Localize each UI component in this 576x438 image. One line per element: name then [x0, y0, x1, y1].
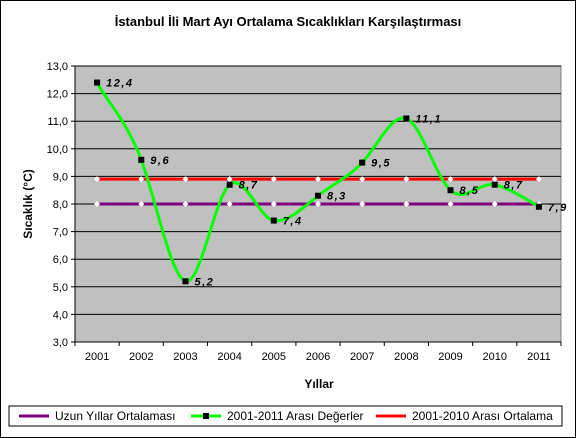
y-tick-label: 5,0	[53, 282, 68, 294]
y-tick-label: 7,0	[53, 227, 68, 239]
data-point	[359, 201, 366, 207]
data-point	[447, 201, 454, 207]
series-group	[94, 79, 542, 285]
x-tick-label: 2003	[173, 351, 197, 363]
data-point	[315, 176, 321, 183]
y-tick-label: 10,0	[47, 144, 68, 156]
y-tick-label: 3,0	[53, 337, 68, 349]
x-tick-label: 2004	[217, 351, 241, 363]
data-label: 7,4	[283, 216, 303, 228]
data-point	[403, 201, 410, 207]
x-tick-label: 2007	[350, 351, 374, 363]
data-point	[226, 176, 233, 183]
data-point	[447, 187, 454, 194]
data-point	[491, 181, 498, 188]
data-point	[226, 201, 233, 207]
y-tick-label: 12,0	[47, 89, 68, 101]
data-point	[270, 176, 277, 183]
x-tick-labels: 2001 2002 2003 2004 2005 2006 2007 2008 2009 2010…	[85, 351, 551, 363]
data-point	[403, 176, 410, 183]
legend-label: Uzun Yıllar Ortalaması	[55, 409, 176, 423]
legend-label: 2001-2010 Arası Ortalama	[412, 409, 553, 423]
y-axis-title: Sıcaklık (°C)	[21, 169, 35, 239]
data-point	[182, 201, 189, 207]
data-point	[226, 181, 233, 188]
x-tick-label: 2008	[394, 351, 418, 363]
data-point	[94, 176, 101, 183]
data-point	[359, 159, 366, 166]
legend-item: 2001-2010 Arası Ortalama	[376, 409, 553, 423]
y-tick-label: 6,0	[53, 254, 68, 266]
y-tick-label: 11,0	[47, 116, 68, 128]
data-labels: 12,4 9,6 5,2 8,7 7,4 8,3 9,5 11,1 8,5 8,7 7,9	[106, 78, 568, 289]
x-tick-label: 2002	[129, 351, 153, 363]
y-tick-labels: 3,0 4,0 5,0 6,0 7,0 8,0 9,0 10,0 11,0 12,0 13,0	[47, 61, 68, 349]
data-point	[138, 156, 145, 163]
data-point	[315, 192, 321, 199]
data-point	[491, 176, 498, 183]
data-point	[270, 201, 277, 207]
x-tick-label: 2011	[527, 351, 551, 363]
data-label: 7,9	[548, 202, 568, 214]
legend-label: 2001-2011 Arası Değerler	[227, 409, 364, 423]
series-2	[94, 176, 542, 183]
x-tick-label: 2009	[438, 351, 462, 363]
x-axis-title: Yıllar	[304, 377, 334, 391]
x-tick-label: 2005	[262, 351, 286, 363]
data-label: 11,1	[415, 113, 442, 125]
y-tick-label: 4,0	[53, 309, 68, 321]
y-tick-label: 8,0	[53, 199, 68, 211]
gridlines	[71, 65, 562, 346]
series-0	[94, 201, 542, 207]
series-1	[94, 79, 542, 285]
legend-item: 2001-2011 Arası Değerler	[191, 409, 364, 423]
data-point	[182, 278, 189, 285]
data-label: 12,4	[106, 78, 133, 90]
data-point	[182, 176, 189, 183]
data-label: 8,5	[460, 185, 480, 197]
data-point	[403, 115, 410, 122]
data-label: 5,2	[194, 276, 214, 288]
data-label: 9,6	[150, 155, 170, 167]
x-tick-label: 2001	[85, 351, 109, 363]
legend: Uzun Yıllar Ortalaması 2001-2011 Arası De…	[8, 405, 563, 427]
y-tick-label: 13,0	[47, 61, 68, 73]
data-label: 9,5	[371, 158, 391, 170]
data-point	[138, 201, 145, 207]
data-point	[535, 203, 542, 210]
legend-box	[8, 405, 563, 427]
data-point	[359, 176, 366, 183]
data-point	[447, 176, 454, 183]
data-label: 8,7	[239, 180, 259, 192]
x-tick-label: 2006	[306, 351, 330, 363]
data-point	[491, 201, 498, 207]
data-point	[315, 201, 321, 207]
data-point	[138, 176, 145, 183]
data-label: 8,3	[327, 191, 347, 203]
chart-title: İstanbul İli Mart Ayı Ortalama Sıcaklıkl…	[115, 14, 462, 29]
legend-item: Uzun Yıllar Ortalaması	[19, 409, 176, 423]
data-point	[270, 217, 277, 224]
x-tick-label: 2010	[482, 351, 506, 363]
data-label: 8,7	[504, 180, 524, 192]
data-point	[535, 176, 542, 183]
data-point	[94, 79, 101, 86]
data-point	[94, 201, 101, 207]
y-tick-label: 9,0	[53, 171, 68, 183]
legend-marker	[203, 413, 209, 419]
